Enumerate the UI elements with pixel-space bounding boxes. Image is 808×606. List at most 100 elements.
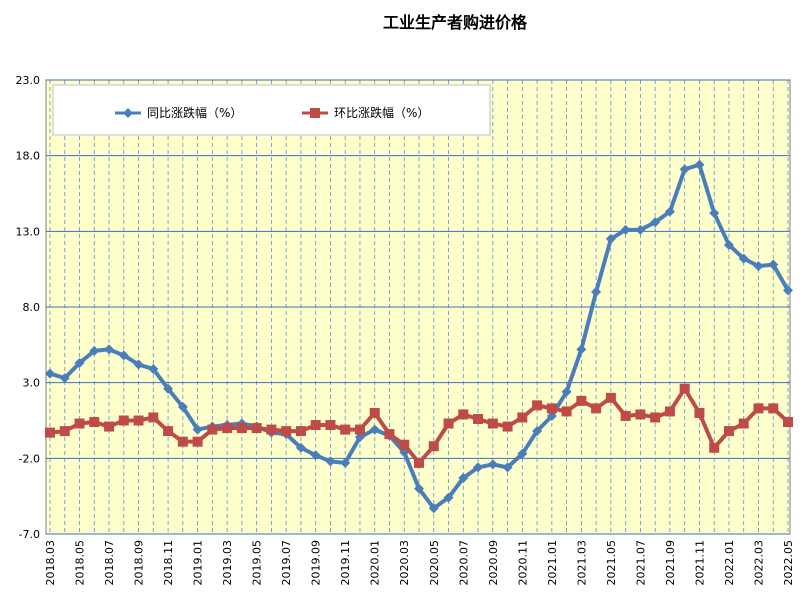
x-tick-label: 2021.05 bbox=[605, 540, 618, 586]
legend-item: 环比涨跌幅（%） bbox=[302, 105, 429, 120]
series-layer bbox=[45, 159, 793, 514]
data-point bbox=[694, 159, 705, 170]
data-point bbox=[281, 426, 292, 437]
data-point bbox=[605, 392, 616, 403]
x-tick-label: 2019.01 bbox=[192, 540, 205, 586]
x-tick-label: 2021.09 bbox=[664, 540, 677, 586]
data-point bbox=[723, 239, 734, 250]
legend-marker bbox=[123, 108, 133, 118]
legend-label: 环比涨跌幅（%） bbox=[334, 105, 429, 120]
data-point bbox=[561, 406, 572, 417]
data-point bbox=[443, 492, 454, 503]
data-point bbox=[295, 426, 306, 437]
data-point bbox=[295, 442, 306, 453]
data-point bbox=[74, 357, 85, 368]
legend-label: 同比涨跌幅（%） bbox=[147, 105, 242, 120]
series-1 bbox=[45, 159, 793, 514]
data-point bbox=[428, 503, 439, 514]
x-tick-label: 2019.05 bbox=[251, 540, 264, 586]
legend-box bbox=[52, 84, 491, 136]
y-tick-label: 23.0 bbox=[16, 74, 41, 87]
x-tick-label: 2022.01 bbox=[723, 540, 736, 586]
data-point bbox=[192, 424, 203, 435]
x-tick-label: 2022.05 bbox=[782, 540, 795, 586]
data-point bbox=[59, 426, 70, 437]
y-tick-label: 18.0 bbox=[16, 150, 41, 163]
x-tick-label: 2022.03 bbox=[752, 540, 765, 586]
x-tick-label: 2018.07 bbox=[103, 540, 116, 586]
data-point bbox=[414, 457, 424, 468]
data-point bbox=[650, 412, 661, 423]
x-tick-label: 2018.03 bbox=[44, 540, 57, 586]
x-axis-tick-labels: 2018.03 2018.05 2018.07 2018.09 2018.11 2019.… bbox=[44, 540, 795, 586]
data-point bbox=[340, 424, 351, 435]
data-point bbox=[753, 403, 764, 414]
x-tick-label: 2018.09 bbox=[133, 540, 146, 586]
data-point bbox=[620, 224, 631, 235]
legend-item: 同比涨跌幅（%） bbox=[115, 105, 242, 120]
x-tick-label: 2020.03 bbox=[398, 540, 411, 586]
data-point bbox=[163, 426, 174, 437]
horizontal-gridlines bbox=[46, 79, 790, 535]
data-point bbox=[207, 424, 218, 435]
x-tick-label: 2019.07 bbox=[280, 540, 293, 586]
data-point bbox=[148, 412, 159, 423]
data-point bbox=[487, 418, 498, 429]
data-point bbox=[222, 423, 233, 434]
data-point bbox=[354, 424, 365, 435]
data-point bbox=[650, 217, 661, 228]
y-tick-label: -2.0 bbox=[19, 452, 40, 465]
data-point bbox=[532, 400, 543, 411]
data-point bbox=[310, 420, 321, 431]
y-tick-label: 3.0 bbox=[23, 377, 41, 390]
y-axis-tick-labels: 23.0 18.0 13.0 8.0 3.0 -2.0 -7.0 bbox=[16, 74, 41, 541]
data-point bbox=[89, 345, 100, 356]
data-point bbox=[635, 224, 646, 235]
data-point bbox=[473, 413, 484, 424]
data-point bbox=[369, 407, 380, 418]
data-point bbox=[177, 401, 188, 412]
x-tick-label: 2019.11 bbox=[339, 540, 352, 586]
data-point bbox=[104, 421, 115, 432]
data-point bbox=[148, 364, 159, 375]
x-tick-label: 2020.01 bbox=[369, 540, 382, 586]
y-tick-label: 8.0 bbox=[23, 301, 41, 314]
data-point bbox=[561, 386, 572, 397]
data-point bbox=[118, 415, 129, 426]
data-point bbox=[443, 418, 454, 429]
data-point bbox=[74, 418, 85, 429]
data-point bbox=[502, 421, 513, 432]
data-point bbox=[546, 403, 557, 414]
data-point bbox=[532, 426, 543, 437]
x-tick-label: 2020.07 bbox=[457, 540, 470, 586]
data-point bbox=[546, 410, 557, 421]
data-point bbox=[783, 417, 793, 428]
data-point bbox=[340, 457, 351, 468]
data-point bbox=[768, 403, 779, 414]
data-point bbox=[620, 410, 631, 421]
data-point bbox=[399, 439, 410, 450]
data-point bbox=[177, 436, 188, 447]
data-point bbox=[473, 462, 484, 473]
x-tick-label: 2021.11 bbox=[693, 540, 706, 586]
y-tick-label: -7.0 bbox=[19, 528, 40, 541]
data-point bbox=[591, 286, 602, 297]
data-point bbox=[414, 483, 424, 494]
data-point bbox=[679, 164, 690, 175]
data-point bbox=[369, 424, 380, 435]
data-point bbox=[768, 259, 779, 270]
data-point bbox=[738, 418, 749, 429]
data-point bbox=[45, 368, 55, 379]
data-point bbox=[635, 409, 646, 420]
data-point bbox=[428, 441, 439, 452]
x-tick-label: 2021.01 bbox=[546, 540, 559, 586]
data-point bbox=[694, 407, 705, 418]
data-point bbox=[487, 459, 498, 470]
data-point bbox=[576, 344, 587, 355]
data-point bbox=[266, 424, 277, 435]
data-point bbox=[458, 473, 469, 484]
x-tick-label: 2020.11 bbox=[516, 540, 529, 586]
x-tick-label: 2020.05 bbox=[428, 540, 441, 586]
data-point bbox=[664, 206, 675, 217]
